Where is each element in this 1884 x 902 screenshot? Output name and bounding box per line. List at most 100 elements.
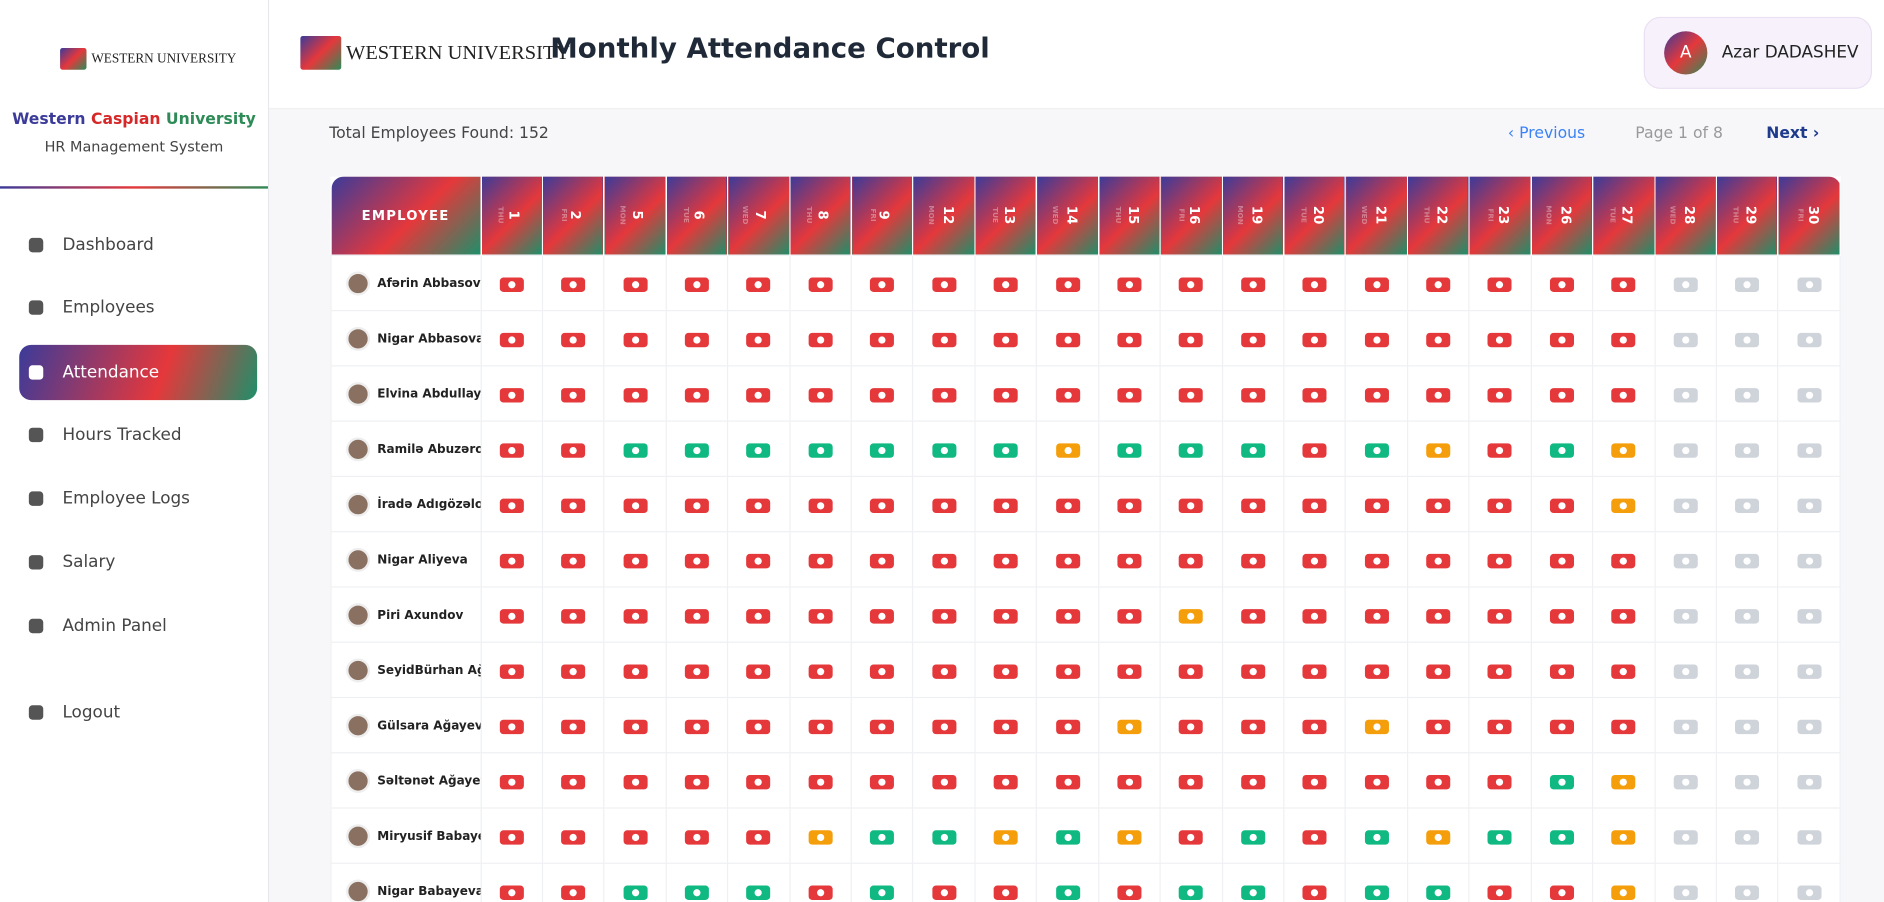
status-badge[interactable]	[1426, 498, 1451, 513]
status-badge[interactable]	[1488, 442, 1513, 458]
status-badge[interactable]	[808, 498, 833, 513]
status-badge[interactable]	[931, 553, 957, 568]
status-badge[interactable]	[1797, 829, 1822, 845]
status-badge[interactable]	[1549, 884, 1574, 900]
nav-item[interactable]: Attendance	[19, 344, 258, 401]
status-badge[interactable]	[1364, 608, 1389, 623]
status-badge[interactable]	[746, 498, 771, 513]
status-badge[interactable]	[1673, 498, 1698, 513]
status-badge[interactable]	[499, 829, 524, 845]
status-badge[interactable]	[1797, 276, 1822, 292]
status-badge[interactable]	[561, 387, 586, 402]
status-badge[interactable]	[1735, 884, 1760, 900]
next-button[interactable]: Next ›	[1766, 124, 1820, 143]
status-badge[interactable]	[746, 332, 771, 347]
status-badge[interactable]	[1611, 553, 1636, 568]
status-badge[interactable]	[1302, 774, 1327, 789]
status-badge[interactable]	[561, 884, 586, 900]
status-badge[interactable]	[1055, 884, 1080, 900]
status-badge[interactable]	[1797, 663, 1822, 679]
nav-item[interactable]: Hours Tracked	[19, 407, 257, 462]
status-badge[interactable]	[623, 498, 648, 513]
status-badge[interactable]	[684, 442, 709, 458]
status-badge[interactable]	[1611, 663, 1636, 679]
status-badge[interactable]	[993, 442, 1018, 458]
status-badge[interactable]	[623, 332, 648, 347]
status-badge[interactable]	[993, 387, 1018, 402]
status-badge[interactable]	[1240, 498, 1265, 513]
status-badge[interactable]	[808, 553, 833, 568]
status-badge[interactable]	[746, 719, 771, 734]
status-badge[interactable]	[808, 829, 833, 845]
status-badge[interactable]	[1549, 608, 1574, 623]
status-badge[interactable]	[1055, 719, 1080, 734]
status-badge[interactable]	[1488, 774, 1513, 789]
status-badge[interactable]	[808, 774, 833, 789]
status-badge[interactable]	[561, 553, 586, 568]
status-badge[interactable]	[499, 332, 524, 347]
status-badge[interactable]	[746, 387, 771, 402]
status-badge[interactable]	[870, 663, 895, 679]
status-badge[interactable]	[1364, 884, 1389, 900]
status-badge[interactable]	[931, 276, 957, 292]
status-badge[interactable]	[1364, 774, 1389, 789]
status-badge[interactable]	[1426, 884, 1451, 900]
status-badge[interactable]	[1302, 608, 1327, 623]
nav-item[interactable]: Employees	[19, 280, 257, 335]
status-badge[interactable]	[1426, 442, 1451, 458]
status-badge[interactable]	[1117, 719, 1142, 734]
status-badge[interactable]	[1179, 608, 1204, 623]
status-badge[interactable]	[1426, 774, 1451, 789]
status-badge[interactable]	[1117, 663, 1142, 679]
status-badge[interactable]	[1117, 387, 1142, 402]
status-badge[interactable]	[684, 276, 709, 292]
status-badge[interactable]	[684, 774, 709, 789]
status-badge[interactable]	[870, 332, 895, 347]
status-badge[interactable]	[1179, 553, 1204, 568]
status-badge[interactable]	[1488, 498, 1513, 513]
status-badge[interactable]	[1302, 884, 1327, 900]
nav-item[interactable]: Dashboard	[19, 217, 257, 272]
status-badge[interactable]	[623, 387, 648, 402]
status-badge[interactable]	[1117, 884, 1142, 900]
status-badge[interactable]	[1735, 553, 1760, 568]
status-badge[interactable]	[561, 774, 586, 789]
status-badge[interactable]	[1735, 608, 1760, 623]
status-badge[interactable]	[931, 442, 957, 458]
status-badge[interactable]	[1117, 276, 1142, 292]
status-badge[interactable]	[1179, 498, 1204, 513]
status-badge[interactable]	[1735, 276, 1760, 292]
status-badge[interactable]	[993, 884, 1018, 900]
status-badge[interactable]	[1611, 608, 1636, 623]
status-badge[interactable]	[1302, 719, 1327, 734]
status-badge[interactable]	[1426, 663, 1451, 679]
status-badge[interactable]	[931, 719, 957, 734]
status-badge[interactable]	[1302, 442, 1327, 458]
status-badge[interactable]	[1426, 719, 1451, 734]
status-badge[interactable]	[870, 498, 895, 513]
status-badge[interactable]	[1364, 719, 1389, 734]
nav-item[interactable]: Salary	[19, 535, 257, 590]
status-badge[interactable]	[1302, 332, 1327, 347]
status-badge[interactable]	[561, 442, 586, 458]
status-badge[interactable]	[1302, 829, 1327, 845]
status-badge[interactable]	[1673, 387, 1698, 402]
status-badge[interactable]	[1611, 442, 1636, 458]
status-badge[interactable]	[1055, 663, 1080, 679]
prev-button[interactable]: ‹ Previous	[1507, 124, 1586, 143]
status-badge[interactable]	[1055, 553, 1080, 568]
status-badge[interactable]	[808, 884, 833, 900]
status-badge[interactable]	[684, 829, 709, 845]
status-badge[interactable]	[1797, 332, 1822, 347]
status-badge[interactable]	[1673, 608, 1698, 623]
status-badge[interactable]	[1117, 498, 1142, 513]
status-badge[interactable]	[684, 719, 709, 734]
status-badge[interactable]	[1179, 719, 1204, 734]
status-badge[interactable]	[808, 719, 833, 734]
status-badge[interactable]	[1426, 829, 1451, 845]
status-badge[interactable]	[1179, 387, 1204, 402]
status-badge[interactable]	[1117, 553, 1142, 568]
status-badge[interactable]	[1488, 663, 1513, 679]
status-badge[interactable]	[870, 387, 895, 402]
status-badge[interactable]	[870, 884, 895, 900]
